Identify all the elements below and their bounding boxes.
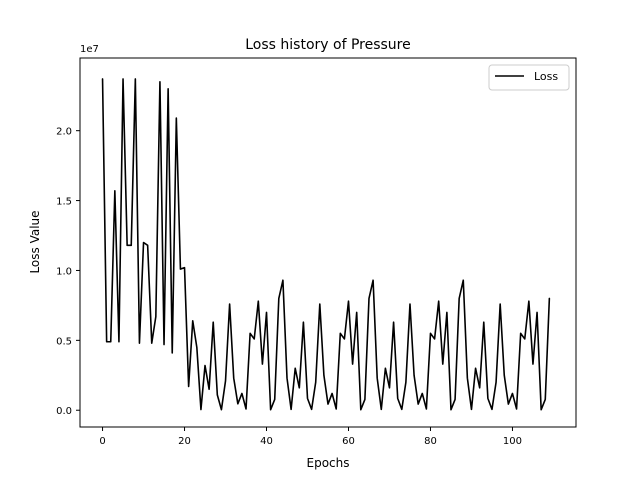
x-tick-label: 0: [99, 436, 105, 447]
y-tick-label: 2.0: [56, 127, 72, 138]
y-tick-label: 1.0: [56, 266, 72, 277]
x-tick-label: 20: [178, 436, 191, 447]
y-tick-label: 1.5: [56, 197, 72, 208]
x-tick-label: 60: [342, 436, 355, 447]
axes-frame: [79, 57, 577, 428]
y-tick-label: 0.0: [56, 406, 72, 417]
y-scale-label: 1e7: [80, 44, 99, 55]
chart-title: Loss history of Pressure: [245, 37, 410, 53]
series-line-loss: [101, 78, 551, 411]
x-axis-label: Epochs: [307, 456, 350, 470]
x-tick-label: 100: [503, 436, 522, 447]
y-tick-label: 0.5: [56, 336, 72, 347]
y-axis-label: Loss Value: [28, 210, 42, 273]
x-tick-label: 40: [260, 436, 273, 447]
legend: Loss: [488, 64, 570, 91]
x-tick-label: 80: [424, 436, 437, 447]
legend-label-loss: Loss: [534, 70, 558, 83]
plot-area: [101, 78, 551, 411]
legend-box: [488, 64, 570, 91]
axis-ticks: 0 20 40 60 80 100 0.0 0.5 1.0 1.5 2.0: [56, 127, 522, 447]
